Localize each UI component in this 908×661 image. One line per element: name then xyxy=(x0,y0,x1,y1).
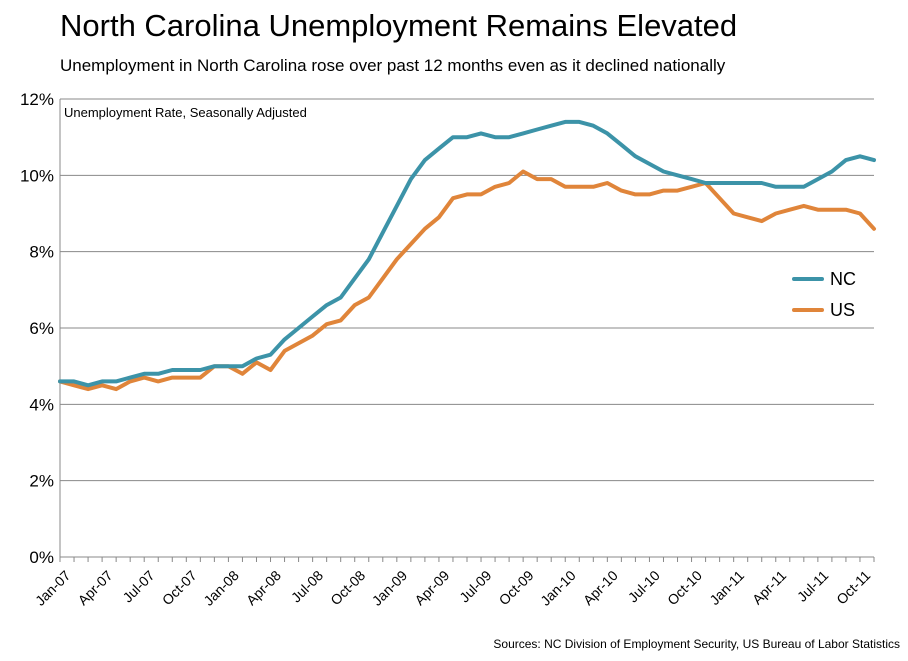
x-tick-label: Oct-08 xyxy=(327,567,368,608)
inner-chart-label: Unemployment Rate, Seasonally Adjusted xyxy=(64,105,307,120)
x-tick-label: Jan-09 xyxy=(369,567,411,609)
series-line-nc xyxy=(58,119,876,388)
y-tick-label: 8% xyxy=(29,243,54,262)
y-tick-label: 10% xyxy=(20,166,54,185)
chart-title: North Carolina Unemployment Remains Elev… xyxy=(60,8,738,43)
x-tick-label: Apr-08 xyxy=(243,567,284,608)
series-line-us xyxy=(58,169,876,392)
x-tick-label: Apr-07 xyxy=(75,567,116,608)
chart-subtitle: Unemployment in North Carolina rose over… xyxy=(60,56,726,75)
x-tick-label: Oct-09 xyxy=(496,567,537,608)
x-tick-label: Jan-11 xyxy=(706,567,747,608)
x-tick-label: Jan-10 xyxy=(537,567,579,609)
axes: 0% 2% 4% 6% 8% 10% 12% Jan-07 Apr-07 Jul-07 Oct-07… xyxy=(20,90,875,609)
x-tick-label: Jan-07 xyxy=(32,567,74,609)
y-tick-label: 12% xyxy=(20,90,54,109)
y-tick-label: 6% xyxy=(29,319,54,338)
series-lines xyxy=(58,119,876,392)
x-tick-label: Jul-07 xyxy=(119,567,157,605)
x-tick-label: Jul-11 xyxy=(794,567,832,605)
y-tick-label: 4% xyxy=(29,395,54,414)
legend-label-nc: NC xyxy=(830,269,856,289)
x-tick-label: Apr-09 xyxy=(411,567,452,608)
x-tick-label: Jul-10 xyxy=(625,567,663,605)
x-tick-label: Oct-07 xyxy=(159,567,200,608)
x-tick-label: Jul-08 xyxy=(288,567,326,605)
y-tick-label: 0% xyxy=(29,548,54,567)
gridlines xyxy=(60,98,874,482)
y-tick-label: 2% xyxy=(29,472,54,491)
source-note: Sources: NC Division of Employment Secur… xyxy=(493,637,900,651)
x-tick-label: Apr-10 xyxy=(580,567,621,608)
legend: NC US xyxy=(792,269,856,320)
legend-label-us: US xyxy=(830,300,855,320)
x-tick-label: Apr-11 xyxy=(749,567,789,607)
x-tick-label: Jan-08 xyxy=(200,567,242,609)
x-tick-label: Oct-11 xyxy=(833,567,873,607)
x-tick-label: Jul-09 xyxy=(456,567,494,605)
x-tick-label: Oct-10 xyxy=(664,567,705,608)
